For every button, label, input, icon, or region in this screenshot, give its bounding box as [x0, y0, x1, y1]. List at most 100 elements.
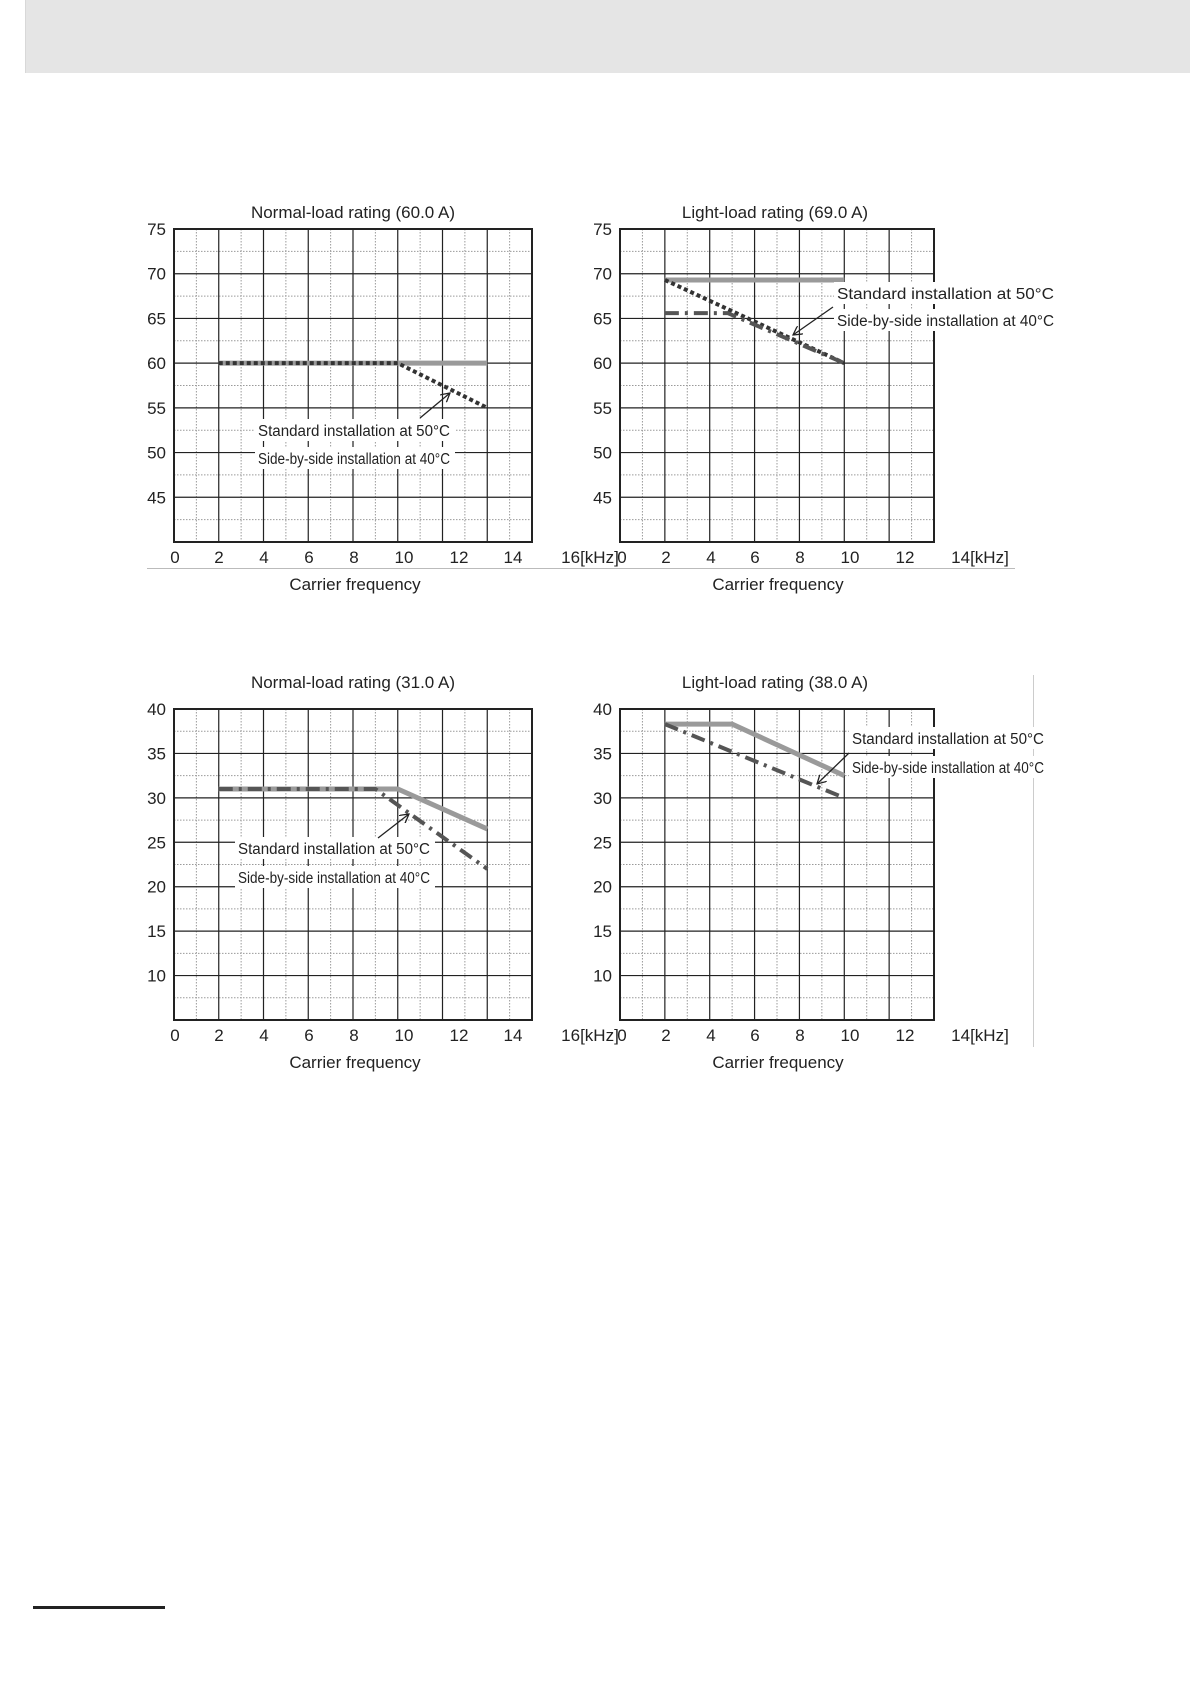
- x-tick-label: 0: [617, 1026, 626, 1045]
- x-tick-label: 6: [304, 1026, 313, 1045]
- x-tick-label: 6: [304, 548, 313, 567]
- x-axis-label: Carrier frequency: [712, 575, 844, 594]
- x-tick-label: 8: [349, 548, 358, 567]
- chart-3: 40 35 30 25 20 15 10 0 2 4 6 8 10 12 14 16[kHz] Normal-l…: [147, 673, 619, 1072]
- y-tick-label: 40: [593, 700, 612, 719]
- y-tick-label: 50: [147, 444, 166, 463]
- series-line-dash-dot-gray: [664, 311, 846, 365]
- plot-frame: [173, 708, 533, 1021]
- y-tick-label: 10: [593, 967, 612, 986]
- y-tick-label: 75: [147, 220, 166, 239]
- x-axis-label: Carrier frequency: [289, 575, 421, 594]
- x-tick-label: 4: [259, 548, 268, 567]
- x-tick-label: 10: [841, 1026, 860, 1045]
- annotation-label: Standard installation at 50°C: [852, 731, 1044, 748]
- annotation-bg: [255, 419, 455, 441]
- y-tick-label: 65: [147, 309, 166, 328]
- y-tick-label: 30: [147, 789, 166, 808]
- annotation-label: Standard installation at 50°C: [238, 841, 430, 858]
- x-tick-label: 8: [795, 548, 804, 567]
- x-tick-label: 10: [841, 548, 860, 567]
- annotation-label: Standard installation at 50°C: [258, 423, 450, 440]
- annotation-label: Side-by-side installation at 40°C: [238, 870, 430, 887]
- x-tick-label: 10: [395, 1026, 414, 1045]
- x-tick-label: 14: [504, 548, 523, 567]
- page-header-band: [25, 0, 1190, 73]
- x-tick-label: 16[kHz]: [561, 1026, 619, 1045]
- y-tick-label: 25: [147, 833, 166, 852]
- x-tick-label: 4: [706, 1026, 715, 1045]
- x-tick-label: 6: [750, 1026, 759, 1045]
- chart-title: Normal-load rating (31.0 A): [251, 673, 455, 692]
- annotation-bg: [834, 309, 1059, 331]
- plot-frame: [619, 708, 935, 1021]
- x-tick-label: 0: [170, 1026, 179, 1045]
- y-tick-label: 70: [593, 265, 612, 284]
- y-tick-label: 55: [147, 399, 166, 418]
- x-tick-label: 10: [395, 548, 414, 567]
- chart-4: 40 35 30 25 20 15 10 0 2 4 6 8 10 12 14[kHz] Light-load…: [593, 673, 1049, 1072]
- y-tick-label: 30: [593, 789, 612, 808]
- x-tick-label: 12: [896, 1026, 915, 1045]
- series-line-dashed-dark: [218, 361, 489, 410]
- y-tick-label: 20: [147, 878, 166, 897]
- chart-title: Normal-load rating (60.0 A): [251, 203, 455, 222]
- annotation-arrow-icon: [793, 306, 834, 335]
- chart-1: 75 70 65 60 55 50 45 0 2 4 6 8 10 12 14 16[kHz] Normal-l…: [147, 203, 619, 594]
- y-tick-label: 65: [593, 309, 612, 328]
- annotation-bg: [235, 866, 435, 888]
- divider: [1033, 675, 1034, 1047]
- y-tick-label: 10: [147, 967, 166, 986]
- annotation-arrow-icon: [419, 393, 450, 419]
- annotation-bg: [235, 837, 435, 859]
- annotation-arrow-icon: [817, 752, 850, 784]
- annotation-label: Side-by-side installation at 40°C: [258, 451, 450, 468]
- x-tick-label: 14[kHz]: [951, 1026, 1009, 1045]
- plot-frame: [173, 228, 533, 543]
- y-tick-label: 50: [593, 444, 612, 463]
- y-tick-label: 25: [593, 833, 612, 852]
- y-tick-label: 15: [147, 922, 166, 941]
- chart-2: 75 70 65 60 55 50 45 0 2 4 6 8 10 12 14[kHz] Light-load…: [593, 203, 1059, 594]
- chart-title: Light-load rating (69.0 A): [682, 203, 868, 222]
- y-tick-label: 60: [593, 354, 612, 373]
- annotation-bg: [834, 282, 1059, 304]
- annotation-label: Side-by-side installation at 40°C: [852, 760, 1044, 777]
- annotation-bg: [849, 756, 1049, 778]
- y-tick-label: 15: [593, 922, 612, 941]
- chart-title: Light-load rating (38.0 A): [682, 673, 868, 692]
- series-line-dashed-dark: [218, 786, 489, 871]
- x-tick-label: 2: [661, 1026, 670, 1045]
- x-axis-label: Carrier frequency: [289, 1053, 421, 1072]
- x-tick-label: 12: [450, 1026, 469, 1045]
- x-axis-label: Carrier frequency: [712, 1053, 844, 1072]
- y-tick-label: 20: [593, 878, 612, 897]
- x-tick-label: 8: [795, 1026, 804, 1045]
- x-tick-label: 2: [661, 548, 670, 567]
- y-tick-label: 45: [147, 488, 166, 507]
- y-tick-label: 60: [147, 354, 166, 373]
- annotation-arrow-icon: [377, 814, 409, 839]
- x-tick-label: 2: [214, 1026, 223, 1045]
- x-tick-label: 4: [259, 1026, 268, 1045]
- y-tick-label: 40: [147, 700, 166, 719]
- x-tick-label: 0: [170, 548, 179, 567]
- y-tick-label: 45: [593, 488, 612, 507]
- y-tick-label: 55: [593, 399, 612, 418]
- plot-frame: [619, 228, 935, 543]
- series-line-solid-gray: [664, 721, 846, 778]
- footer-rule: [33, 1606, 165, 1609]
- annotation-label: Standard installation at 50°C: [837, 286, 1054, 303]
- x-tick-label: 16[kHz]: [561, 548, 619, 567]
- y-tick-label: 70: [147, 265, 166, 284]
- y-tick-label: 75: [593, 220, 612, 239]
- x-tick-label: 4: [706, 548, 715, 567]
- x-tick-label: 8: [349, 1026, 358, 1045]
- y-tick-label: 35: [147, 744, 166, 763]
- x-tick-label: 6: [750, 548, 759, 567]
- annotation-bg: [849, 727, 1049, 749]
- annotation-label: Side-by-side installation at 40°C: [837, 313, 1054, 330]
- series-line-dashed-dark: [664, 722, 846, 800]
- x-tick-label: 14[kHz]: [951, 548, 1009, 567]
- x-tick-label: 12: [896, 548, 915, 567]
